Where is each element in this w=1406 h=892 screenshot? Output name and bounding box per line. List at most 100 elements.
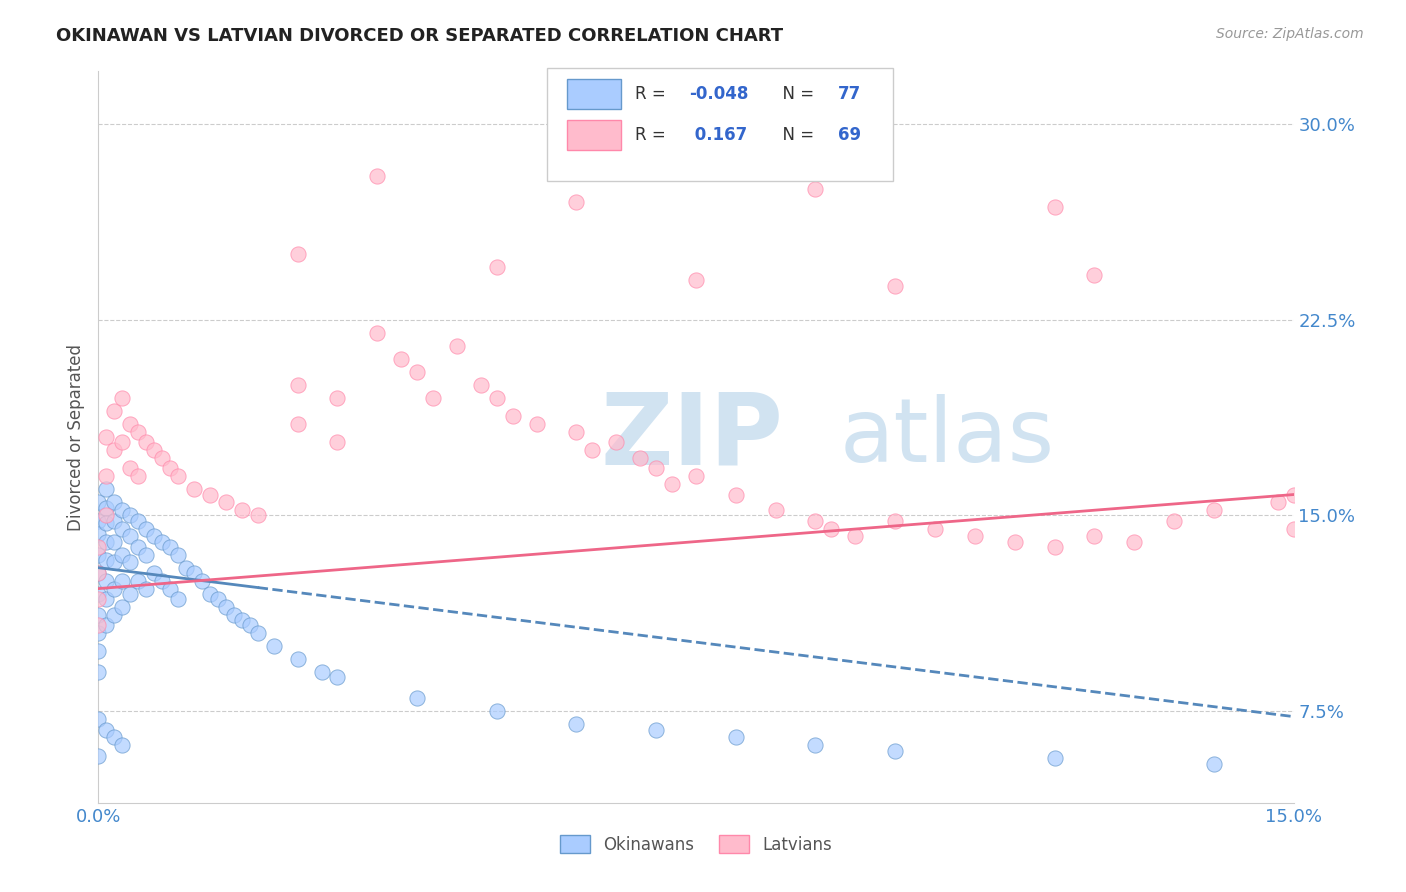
Point (96, 508, 118, 523)
Point (120, 508, 142, 523)
Point (406, 691, 429, 706)
Point (87, 618, 110, 632)
Point (1123, 534, 1146, 549)
FancyBboxPatch shape (567, 120, 620, 151)
Point (263, 639, 285, 653)
Point (135, 435, 157, 450)
Point (565, 194, 588, 209)
Point (87, 526, 110, 541)
Point (111, 599, 134, 614)
Point (127, 540, 149, 554)
Point (96, 500, 118, 515)
Point (87, 626, 110, 640)
Point (103, 404, 125, 418)
Point (96, 516, 118, 531)
Point (174, 560, 197, 574)
Point (120, 461, 142, 475)
Text: N =: N = (772, 85, 820, 103)
Text: 0.167: 0.167 (689, 126, 747, 144)
Point (1202, 503, 1225, 517)
Point (198, 587, 221, 601)
Point (96, 469, 118, 483)
Point (135, 548, 157, 562)
Point (231, 613, 253, 627)
Point (111, 739, 134, 753)
Point (96, 592, 118, 607)
Point (661, 477, 683, 491)
Point (96, 430, 118, 444)
Point (127, 425, 149, 439)
Point (183, 483, 205, 497)
Point (1043, 540, 1066, 554)
Point (87, 665, 110, 680)
Point (446, 338, 468, 352)
Point (135, 582, 157, 596)
Point (526, 417, 548, 431)
Point (1043, 200, 1066, 214)
Point (366, 326, 388, 340)
Point (963, 529, 986, 543)
Point (724, 487, 747, 501)
Point (87, 644, 110, 658)
Point (103, 534, 125, 549)
Point (628, 450, 651, 465)
Point (87, 514, 110, 528)
Point (143, 443, 166, 458)
Point (1282, 487, 1305, 501)
Point (87, 587, 110, 601)
Text: ZIP: ZIP (600, 389, 783, 485)
Point (804, 514, 827, 528)
Point (581, 443, 603, 458)
Point (127, 574, 149, 588)
Point (765, 503, 787, 517)
Point (111, 548, 134, 562)
Point (1083, 529, 1105, 543)
Point (645, 723, 668, 737)
Point (111, 435, 134, 450)
Point (127, 469, 149, 483)
Point (1083, 268, 1105, 282)
Point (87, 495, 110, 509)
Text: -0.048: -0.048 (689, 85, 748, 103)
Point (120, 417, 142, 431)
Point (159, 461, 181, 475)
Point (143, 566, 166, 580)
Point (111, 574, 134, 588)
Point (326, 391, 349, 405)
Point (502, 409, 524, 424)
Point (1202, 756, 1225, 771)
Point (565, 425, 588, 439)
Point (143, 529, 166, 543)
Point (207, 592, 229, 607)
Point (485, 391, 508, 405)
FancyBboxPatch shape (547, 68, 893, 181)
Text: R =: R = (636, 85, 671, 103)
Legend: Okinawans, Latvians: Okinawans, Latvians (553, 829, 839, 860)
Point (406, 365, 429, 379)
Point (485, 260, 508, 275)
Point (167, 548, 190, 562)
Point (565, 717, 588, 731)
Point (246, 508, 269, 523)
Point (111, 391, 134, 405)
Point (135, 521, 157, 535)
Point (287, 247, 309, 261)
Point (1163, 514, 1185, 528)
Point (215, 599, 238, 614)
Point (924, 521, 946, 535)
Text: R =: R = (636, 126, 671, 144)
Point (724, 731, 747, 745)
Point (103, 607, 125, 622)
Point (884, 514, 907, 528)
Point (239, 618, 262, 632)
Point (231, 503, 253, 517)
Point (103, 514, 125, 528)
Text: OKINAWAN VS LATVIAN DIVORCED OR SEPARATED CORRELATION CHART: OKINAWAN VS LATVIAN DIVORCED OR SEPARATE… (56, 27, 783, 45)
Y-axis label: Divorced or Separated: Divorced or Separated (66, 343, 84, 531)
Point (120, 529, 142, 543)
Point (87, 540, 110, 554)
Point (222, 607, 245, 622)
Point (685, 273, 707, 287)
Point (884, 743, 907, 757)
Point (485, 705, 508, 719)
